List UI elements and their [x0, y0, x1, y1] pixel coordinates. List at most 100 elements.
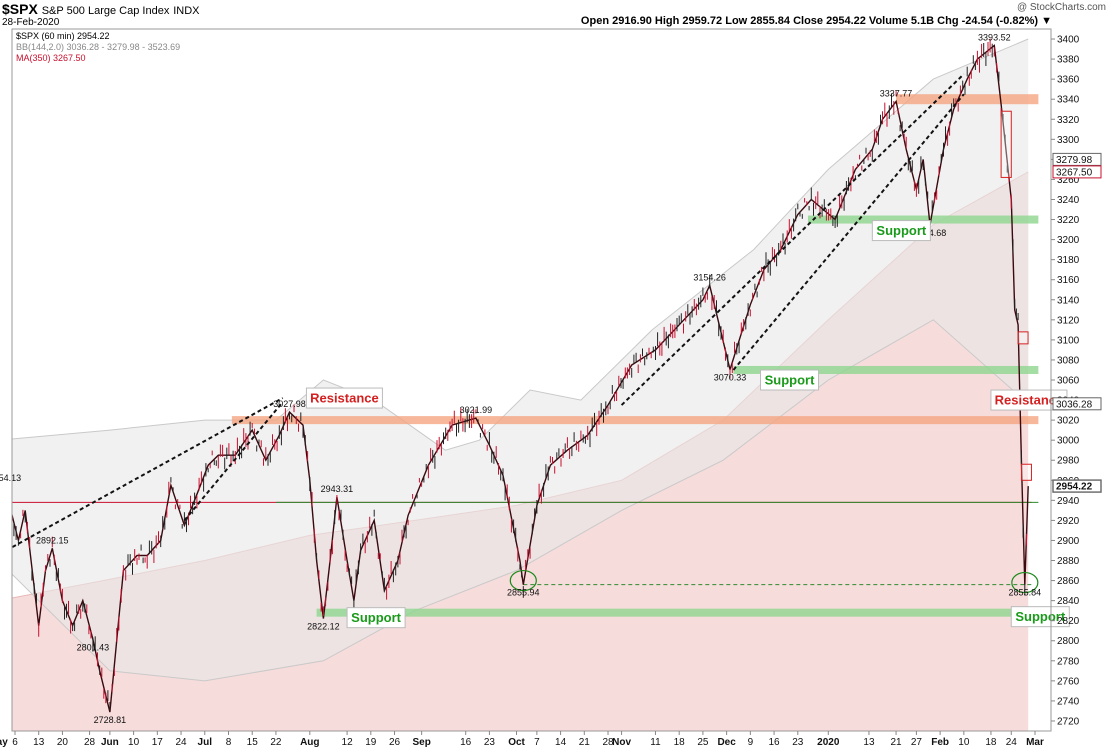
- y-tick-label: 3080: [1057, 355, 1080, 366]
- highlight-box-1: [1017, 331, 1029, 345]
- trendline-3: [732, 93, 965, 371]
- support-zone-2: [807, 215, 1039, 224]
- y-tick-label: 2840: [1057, 596, 1080, 607]
- callout-box-2: [346, 607, 406, 629]
- y-tick-label: 2860: [1057, 576, 1080, 587]
- bb-upper-line: [12, 38, 1029, 451]
- y-tick-label: 3000: [1057, 436, 1080, 447]
- x-tick-label: 14: [555, 737, 567, 748]
- y-tick-label: 3320: [1057, 115, 1080, 126]
- x-tick-label: 26: [389, 737, 401, 748]
- x-tick-label: Sep: [412, 737, 430, 748]
- x-tick-label: 22: [270, 737, 282, 748]
- x-tick-label: 7: [534, 737, 540, 748]
- x-tick-label: Mar: [1026, 737, 1044, 748]
- highlight-box-0: [1000, 110, 1012, 178]
- axis-flag-box-1: [1052, 165, 1102, 179]
- trendline-0: [12, 397, 284, 549]
- chart-symbol: $SPX S&P 500 Large Cap Index INDX: [2, 1, 200, 17]
- x-tick-label: Aug: [300, 737, 319, 748]
- x-tick-label: 16: [460, 737, 472, 748]
- x-tick-label: May: [0, 737, 8, 748]
- price-label: 2892.15: [36, 535, 69, 545]
- callout-resistance: Resistance: [995, 393, 1064, 408]
- y-tick-label: 3180: [1057, 255, 1080, 266]
- y-tick-label: 3340: [1057, 95, 1080, 106]
- highlight-box-2: [1020, 463, 1032, 481]
- y-tick-label: 3240: [1057, 195, 1080, 206]
- y-tick-label: 3380: [1057, 55, 1080, 66]
- x-tick-label: 18: [674, 737, 686, 748]
- y-tick-label: 3400: [1057, 35, 1080, 46]
- y-tick-label: 2940: [1057, 496, 1080, 507]
- x-tick-label: 2020: [817, 737, 840, 748]
- price-label: 3070.33: [714, 373, 747, 383]
- x-tick-label: 24: [175, 737, 187, 748]
- axis-flag-box-3: [1052, 479, 1102, 493]
- x-tick-label: 23: [792, 737, 804, 748]
- x-tick-label: 18: [985, 737, 997, 748]
- x-tick-label: 15: [247, 737, 259, 748]
- x-tick-label: 16: [769, 737, 781, 748]
- callout-support: Support: [351, 610, 401, 625]
- x-tick-label: 17: [152, 737, 164, 748]
- x-tick-label: 28: [84, 737, 96, 748]
- x-tick-label: Oct: [508, 737, 525, 748]
- y-tick-label: 3020: [1057, 416, 1080, 427]
- legend-ma: MA(350) 3267.50: [16, 53, 86, 63]
- axis-flag: 2954.22: [1056, 482, 1093, 493]
- y-tick-label: 3120: [1057, 315, 1080, 326]
- index-name: S&P 500 Large Cap Index: [41, 5, 170, 17]
- trendline-1: [183, 401, 284, 522]
- price-label: 2954.13: [0, 473, 21, 483]
- y-tick-label: 2800: [1057, 636, 1080, 647]
- support-circle-1: [1011, 571, 1039, 594]
- legend-price: $SPX (60 min) 2954.22: [16, 31, 110, 41]
- callout-support: Support: [765, 373, 815, 388]
- y-tick-label: 3200: [1057, 235, 1080, 246]
- x-tick-label: 12: [342, 737, 354, 748]
- x-tick-label: Dec: [717, 737, 736, 748]
- price-label: 3154.26: [693, 272, 726, 282]
- price-label: 2855.84: [1009, 588, 1042, 598]
- callout-box-4: [871, 220, 931, 242]
- x-tick-label: 10: [958, 737, 970, 748]
- y-tick-label: 3100: [1057, 335, 1080, 346]
- exchange: INDX: [173, 5, 200, 17]
- x-tick-label: 9: [748, 737, 754, 748]
- x-tick-label: 10: [128, 737, 140, 748]
- y-tick-label: 3360: [1057, 75, 1080, 86]
- callout-box-0: [305, 387, 383, 409]
- resistance-zone-1: [896, 94, 1039, 105]
- y-tick-label: 3220: [1057, 215, 1080, 226]
- axis-flag-box-0: [1052, 152, 1102, 166]
- x-tick-label: 20: [57, 737, 69, 748]
- x-tick-label: 11: [650, 737, 661, 748]
- x-tick-label: 21: [579, 737, 591, 748]
- y-tick-label: 2760: [1057, 676, 1080, 687]
- price-label: 2801.43: [77, 642, 110, 652]
- y-tick-label: 2720: [1057, 716, 1080, 727]
- y-tick-label: 3160: [1057, 275, 1080, 286]
- axis-flag: 3036.28: [1056, 399, 1093, 410]
- price-label: 2943.31: [321, 484, 354, 494]
- y-tick-label: 2740: [1057, 696, 1080, 707]
- x-tick-label: Nov: [612, 737, 631, 748]
- price-label: 3021.99: [460, 405, 493, 415]
- x-tick-label: Jul: [198, 737, 213, 748]
- x-tick-label: 13: [33, 737, 45, 748]
- x-tick-label: Jun: [101, 737, 119, 748]
- chart-date: 28-Feb-2020: [2, 17, 60, 28]
- x-tick-label: 19: [365, 737, 377, 748]
- y-tick-label: 3260: [1057, 175, 1080, 186]
- x-tick-label: 28: [602, 737, 614, 748]
- price-label: 2822.12: [307, 622, 340, 632]
- price-label: 3337.77: [880, 88, 913, 98]
- x-tick-label: 23: [484, 737, 496, 748]
- support-zone-4: [316, 608, 1039, 617]
- x-tick-label: Feb: [931, 737, 949, 748]
- y-tick-label: 3060: [1057, 376, 1080, 387]
- callout-box-3: [760, 369, 820, 391]
- legend-bb: BB(144,2.0) 3036.28 - 3279.98 - 3523.69: [16, 42, 181, 52]
